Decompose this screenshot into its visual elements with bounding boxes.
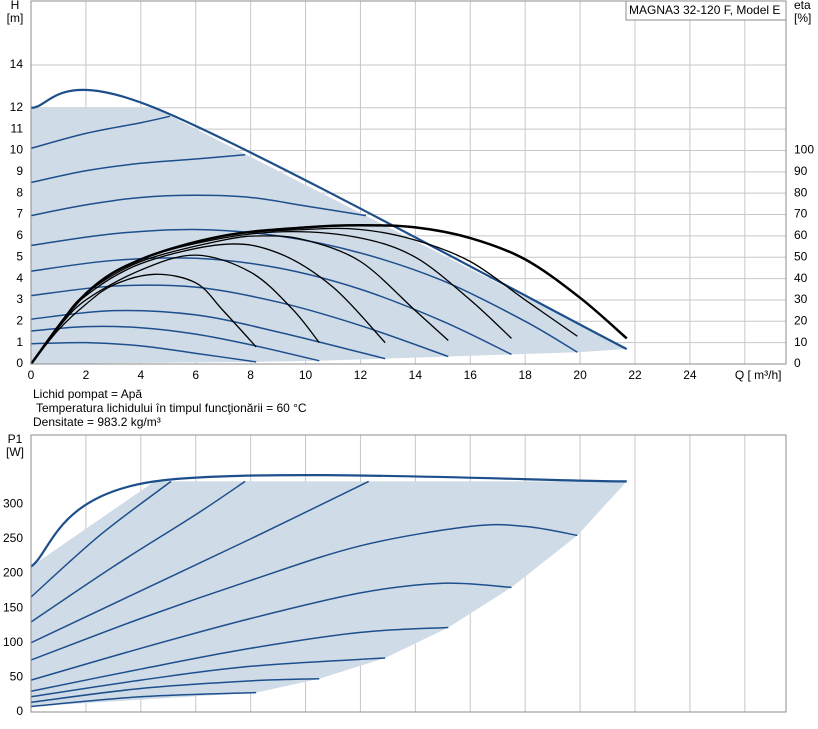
- y2-tick-label: 90: [794, 164, 808, 178]
- y-axis-unit: [m]: [7, 11, 24, 25]
- fluid-info: Lichid pompat = Apă: [33, 387, 142, 401]
- y-tick-label: 150: [3, 600, 23, 614]
- performance-curve: [30, 480, 172, 598]
- x-tick-label: 6: [192, 368, 199, 382]
- x-tick-label: 4: [137, 368, 144, 382]
- y2-tick-label: 50: [794, 249, 808, 263]
- y2-tick-label: 80: [794, 185, 808, 199]
- performance-curve: [30, 678, 320, 704]
- y-tick-label: 12: [10, 100, 24, 114]
- performance-curve: [30, 626, 449, 692]
- performance-curve: [30, 523, 578, 661]
- x-tick-label: 14: [409, 368, 423, 382]
- x-tick-label: 8: [247, 368, 254, 382]
- y-tick-label: 14: [10, 57, 24, 71]
- y-axis-unit: [W]: [6, 445, 24, 459]
- chart-title: MAGNA3 32-120 F, Model E: [629, 3, 780, 17]
- y2-tick-label: 20: [794, 313, 808, 327]
- y-tick-label: 0: [16, 704, 23, 718]
- x-tick-label: 20: [573, 368, 587, 382]
- x-tick-label: 16: [464, 368, 478, 382]
- y2-tick-label: 10: [794, 335, 808, 349]
- efficiency-curve: [30, 223, 628, 365]
- y-axis-label: P1: [8, 432, 23, 446]
- x-tick-label: 10: [299, 368, 313, 382]
- performance-curve: [30, 115, 171, 150]
- plot-frame: [30, 434, 787, 713]
- y-tick-label: 1: [16, 335, 23, 349]
- y-tick-label: 50: [10, 670, 24, 684]
- performance-curve: [30, 480, 370, 644]
- y2-tick-label: 60: [794, 228, 808, 242]
- operating-area: [31, 107, 627, 364]
- y2-tick-label: 70: [794, 207, 808, 221]
- x-tick-label: 12: [354, 368, 368, 382]
- performance-curve: [30, 582, 512, 681]
- y2-tick-label: 0: [794, 356, 801, 370]
- performance-curve: [30, 691, 257, 708]
- y-tick-label: 100: [3, 635, 23, 649]
- operating-area: [31, 481, 627, 707]
- y2-tick-label: 40: [794, 271, 808, 285]
- y2-axis-unit: [%]: [794, 11, 811, 25]
- performance-curve: [30, 473, 627, 568]
- title-box: [625, 0, 787, 21]
- performance-curve: [30, 341, 257, 363]
- y-tick-label: 3: [16, 292, 23, 306]
- fluid-info: Densitate = 983.2 kg/m³: [33, 415, 161, 429]
- y-tick-label: 9: [16, 164, 23, 178]
- plot-frame: [30, 0, 787, 365]
- y-tick-label: 6: [16, 228, 23, 242]
- y-tick-label: 8: [16, 185, 23, 199]
- x-tick-label: 2: [83, 368, 90, 382]
- performance-curve: [30, 284, 449, 358]
- y2-tick-label: 100: [794, 143, 814, 157]
- y-tick-label: 10: [10, 143, 24, 157]
- y2-tick-label: 30: [794, 292, 808, 306]
- y-tick-label: 200: [3, 566, 23, 580]
- performance-curve: [30, 153, 246, 184]
- x-axis-label: Q [ m³/h]: [735, 368, 782, 382]
- performance-curve: [30, 194, 367, 217]
- x-tick-label: 18: [519, 368, 533, 382]
- y-tick-label: 11: [11, 121, 24, 135]
- x-tick-label: 0: [28, 368, 35, 382]
- efficiency-curve: [30, 273, 257, 365]
- fluid-info: Temperatura lichidului în timpul funcţio…: [36, 401, 307, 415]
- y-tick-label: 0: [16, 356, 23, 370]
- y2-axis-label: eta: [794, 0, 811, 12]
- x-tick-label: 24: [683, 368, 697, 382]
- y-tick-label: 5: [16, 249, 23, 263]
- y-tick-label: 4: [16, 271, 23, 285]
- y-tick-label: 7: [16, 207, 23, 221]
- y-tick-label: 300: [3, 496, 23, 510]
- performance-curve: [30, 325, 320, 362]
- performance-curve: [30, 257, 512, 356]
- x-tick-label: 22: [628, 368, 642, 382]
- performance-curve: [30, 88, 628, 351]
- y-tick-label: 250: [3, 531, 23, 545]
- y-tick-label: 2: [16, 313, 23, 327]
- y-axis-label: H: [11, 0, 20, 12]
- performance-curve: [30, 657, 386, 698]
- performance-curve: [30, 480, 246, 623]
